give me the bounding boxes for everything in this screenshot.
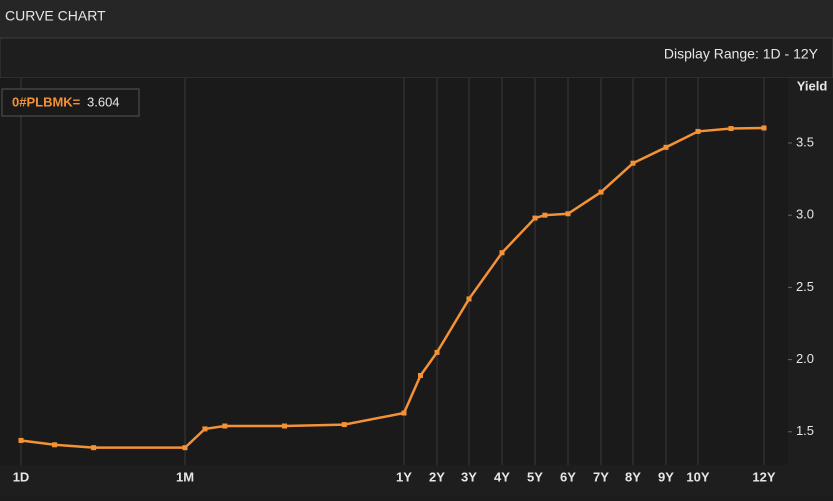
point-marker: [466, 296, 472, 302]
y-tick-label: 2.0: [796, 351, 814, 366]
x-tick-label: 10Y: [686, 469, 709, 484]
x-tick-label: 6Y: [560, 469, 576, 484]
series-line: [20, 126, 765, 449]
legend-name: 0#PLBMK=: [12, 94, 81, 109]
point-marker: [222, 423, 228, 429]
display-range[interactable]: Display Range: 1D - 12Y: [664, 46, 819, 62]
x-tick-label: 5Y: [527, 469, 543, 484]
x-tick-label: 3Y: [461, 469, 477, 484]
x-tick-label: 4Y: [494, 469, 510, 484]
point-marker: [532, 215, 538, 221]
point-marker: [401, 410, 407, 416]
x-tick-label: 2Y: [429, 469, 445, 484]
x-tick-label: 12Y: [752, 469, 775, 484]
x-tick-label: 9Y: [658, 469, 674, 484]
point-marker: [695, 128, 701, 134]
y-tick-label: 1.5: [796, 423, 814, 438]
point-marker: [542, 212, 548, 218]
point-marker: [202, 426, 208, 432]
y-axis-area: [788, 78, 833, 465]
y-tick-label: 2.5: [796, 279, 814, 294]
point-marker: [182, 445, 188, 451]
x-tick-label: 8Y: [625, 469, 641, 484]
point-marker: [341, 422, 347, 428]
header-title: CURVE CHART: [5, 8, 106, 24]
point-marker: [52, 442, 58, 448]
y-tick-label: 3.0: [796, 207, 814, 222]
legend-value: 3.604: [87, 94, 120, 109]
x-tick-label: 7Y: [593, 469, 609, 484]
point-marker: [728, 126, 734, 132]
plot-area: [0, 78, 788, 465]
point-marker: [761, 125, 767, 131]
y-axis-label: Yield: [797, 78, 828, 93]
point-marker: [434, 349, 440, 355]
point-marker: [282, 423, 288, 429]
point-marker: [630, 160, 636, 166]
y-tick-label: 3.5: [796, 134, 814, 149]
point-marker: [598, 189, 604, 195]
x-tick-label: 1M: [176, 469, 194, 484]
header-bar: [0, 0, 833, 38]
legend-box: [1, 88, 140, 117]
x-tick-label: 1D: [13, 469, 30, 484]
point-marker: [91, 445, 97, 451]
point-marker: [18, 437, 24, 443]
x-tick-label: 1Y: [396, 469, 412, 484]
point-marker: [418, 372, 423, 378]
point-marker: [499, 250, 505, 256]
point-marker: [663, 144, 669, 150]
x-axis-area: [0, 465, 833, 496]
toolbar: [0, 37, 833, 79]
point-marker: [565, 211, 571, 217]
